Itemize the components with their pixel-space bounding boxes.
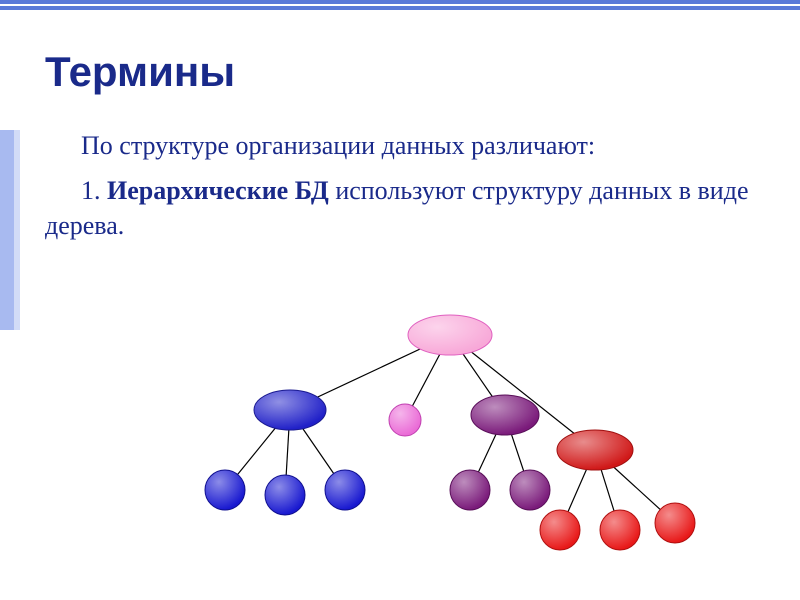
tree-node — [471, 395, 539, 435]
tree-node — [389, 404, 421, 436]
top-border — [0, 0, 800, 12]
tree-node — [510, 470, 550, 510]
tree-node — [655, 503, 695, 543]
body-text: По структуре организации данных различаю… — [45, 128, 750, 243]
tree-node — [408, 315, 492, 355]
slide-content: Термины По структуре организации данных … — [45, 48, 750, 253]
tree-node — [265, 475, 305, 515]
paragraph-1-bold: Иерархические БД — [107, 176, 329, 205]
page-title: Термины — [45, 48, 750, 96]
top-border-bar-1 — [0, 0, 800, 4]
paragraph-1: 1. Иерархические БД используют структуру… — [45, 173, 750, 243]
left-accent-inner — [14, 130, 20, 330]
left-accent — [0, 130, 14, 330]
tree-node — [325, 470, 365, 510]
paragraph-0: По структуре организации данных различаю… — [45, 128, 750, 163]
tree-diagram — [150, 305, 700, 575]
tree-node — [205, 470, 245, 510]
top-border-bar-2 — [0, 6, 800, 10]
tree-node — [254, 390, 326, 430]
tree-node — [450, 470, 490, 510]
tree-node — [540, 510, 580, 550]
tree-node — [557, 430, 633, 470]
tree-node — [600, 510, 640, 550]
